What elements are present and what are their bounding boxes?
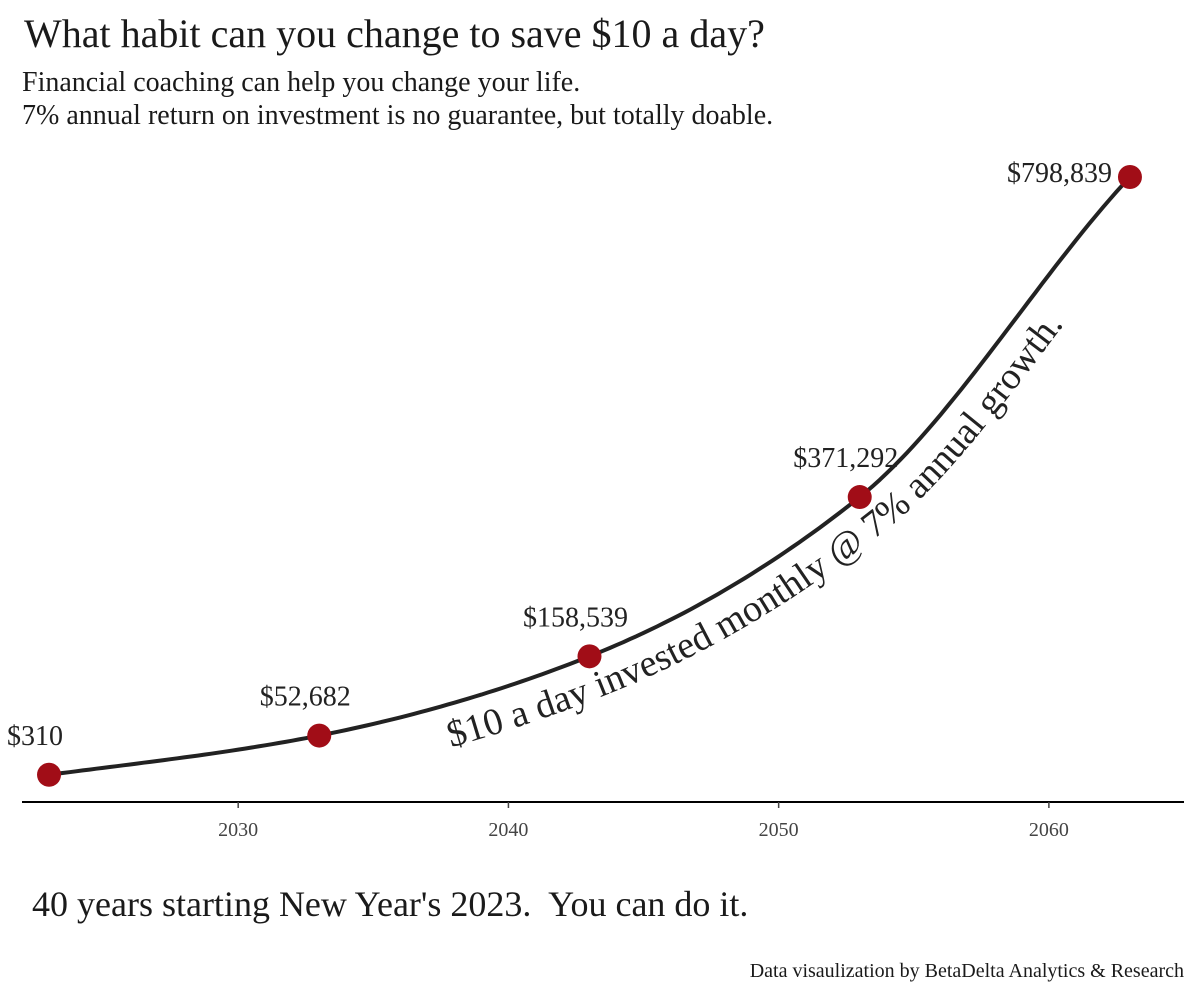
data-label: $310 — [7, 721, 63, 752]
data-point — [307, 723, 332, 748]
x-tick-label: 2060 — [1029, 819, 1069, 841]
data-label: $371,292 — [793, 443, 898, 474]
chart-subtitle: Financial coaching can help you change y… — [22, 66, 773, 132]
data-label: $52,682 — [260, 682, 351, 713]
data-point — [847, 485, 872, 510]
data-points — [37, 165, 1142, 787]
subtitle-line-1: Financial coaching can help you change y… — [22, 67, 581, 98]
data-label: $798,839 — [1007, 158, 1112, 189]
chart-caption: 40 years starting New Year's 2023. You c… — [32, 884, 749, 924]
chart-title: What habit can you change to save $10 a … — [24, 11, 765, 56]
x-tick-label: 2040 — [488, 819, 528, 841]
data-point — [577, 644, 602, 669]
data-label: $158,539 — [523, 602, 628, 633]
x-tick-label: 2030 — [218, 819, 258, 841]
data-point — [37, 762, 62, 787]
credit-line: Data visaulization by BetaDelta Analytic… — [749, 960, 1184, 982]
x-tick-label: 2050 — [759, 819, 799, 841]
data-labels: $310 $52,682 $158,539 $371,292 $798,839 — [7, 158, 1112, 752]
x-axis: 2030 2040 2050 2060 — [22, 801, 1184, 841]
subtitle-line-2: 7% annual return on investment is no gua… — [22, 100, 774, 131]
data-point — [1117, 165, 1142, 189]
